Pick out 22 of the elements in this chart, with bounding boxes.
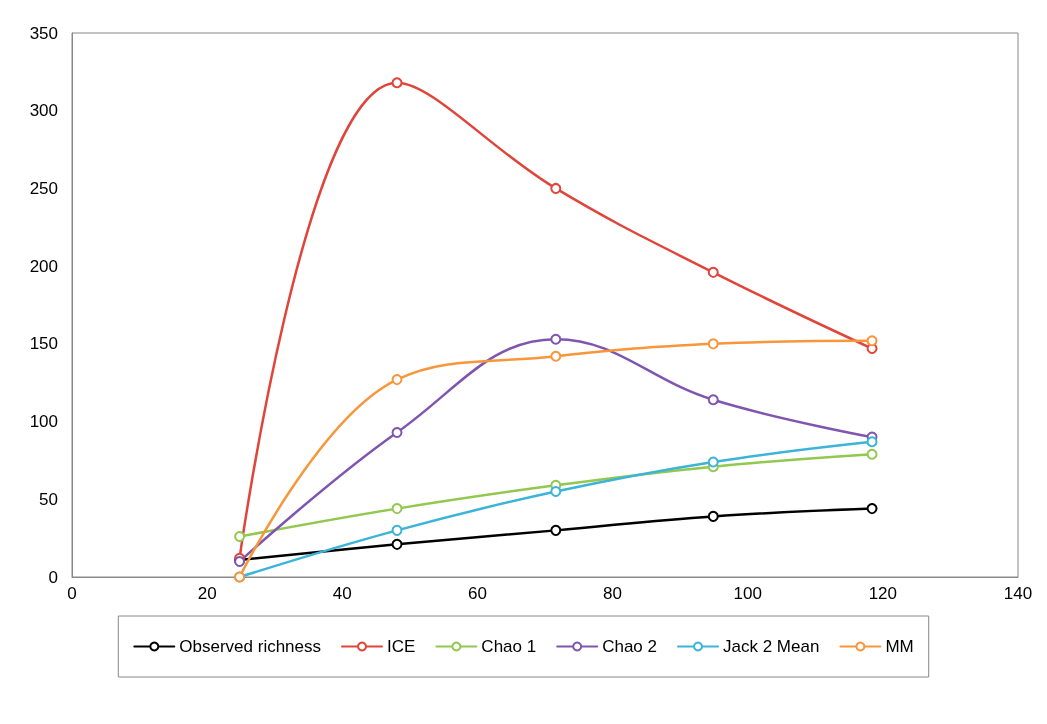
x-tick-label: 140 <box>1003 584 1033 603</box>
legend-label: Observed richness <box>179 637 322 656</box>
x-tick-label: 100 <box>733 584 762 603</box>
y-tick-label: 150 <box>29 334 58 354</box>
y-tick-label: 350 <box>29 23 58 43</box>
y-tick-label: 0 <box>48 567 58 587</box>
legend-label: Jack 2 Mean <box>723 637 820 656</box>
y-tick-label: 200 <box>29 256 58 276</box>
legend-label: MM <box>885 637 914 656</box>
legend-label: ICE <box>387 637 416 656</box>
x-tick-label: 40 <box>332 584 352 603</box>
x-tick-label: 20 <box>197 584 217 603</box>
x-tick-label: 80 <box>603 584 623 603</box>
y-tick-label: 250 <box>29 178 58 198</box>
y-tick-label: 100 <box>29 412 58 432</box>
y-tick-label: 300 <box>29 101 58 121</box>
legend-label: Chao 1 <box>481 637 537 656</box>
x-tick-label: 60 <box>467 584 487 603</box>
x-tick-label: 120 <box>868 584 898 603</box>
x-tick-label: 0 <box>67 584 77 603</box>
y-tick-label: 50 <box>39 489 58 509</box>
legend-label: Chao 2 <box>602 637 658 656</box>
